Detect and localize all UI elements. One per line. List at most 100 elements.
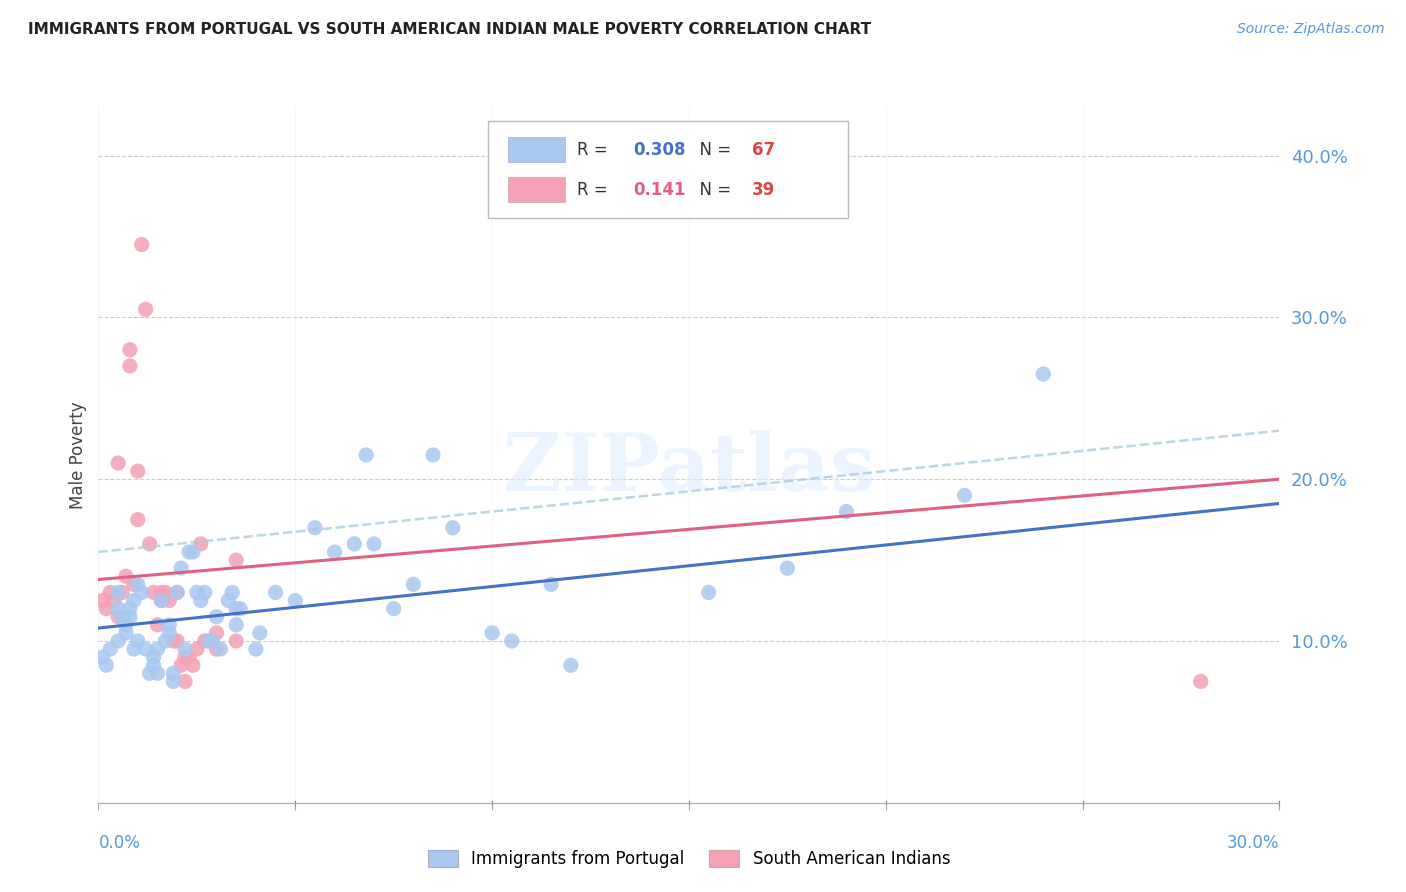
Point (107, 585, 129, 599)
Point (835, 504, 858, 518)
Point (177, 545, 200, 559)
Point (181, 658, 204, 673)
Point (98, 585, 121, 599)
Point (197, 634, 219, 648)
Point (127, 577, 149, 591)
Point (166, 585, 188, 599)
Point (174, 674, 197, 689)
Point (111, 609, 134, 624)
Point (190, 593, 212, 607)
Point (225, 553, 247, 567)
Point (174, 642, 197, 657)
Legend: Immigrants from Portugal, South American Indians: Immigrants from Portugal, South American… (420, 843, 957, 874)
Point (229, 601, 252, 615)
Text: 0.141: 0.141 (634, 180, 686, 199)
Point (225, 617, 247, 632)
Point (343, 537, 366, 551)
Point (441, 521, 464, 535)
Point (157, 617, 180, 632)
Point (190, 537, 212, 551)
Point (1189, 674, 1212, 689)
Point (157, 626, 180, 640)
Point (111, 585, 134, 599)
Point (115, 626, 138, 640)
Point (174, 650, 197, 665)
Point (142, 650, 165, 665)
Point (107, 601, 129, 615)
Text: R =: R = (576, 180, 613, 199)
Point (122, 593, 145, 607)
Point (194, 634, 217, 648)
Point (155, 585, 177, 599)
Point (170, 561, 193, 575)
Point (150, 585, 173, 599)
Text: Source: ZipAtlas.com: Source: ZipAtlas.com (1237, 22, 1385, 37)
Point (540, 577, 562, 591)
Point (1032, 367, 1054, 381)
Point (135, 302, 157, 317)
Point (107, 456, 129, 470)
Point (150, 593, 173, 607)
Point (166, 634, 188, 648)
Point (225, 601, 247, 615)
Point (225, 634, 247, 648)
Point (221, 585, 243, 599)
Point (146, 642, 169, 657)
Text: N =: N = (689, 180, 737, 199)
Point (118, 609, 141, 624)
Point (127, 513, 149, 527)
Point (118, 359, 141, 373)
Point (205, 642, 228, 657)
Text: 30.0%: 30.0% (1227, 834, 1279, 852)
Point (115, 617, 138, 632)
Point (138, 666, 160, 681)
Point (323, 545, 346, 559)
Point (481, 626, 503, 640)
Text: IMMIGRANTS FROM PORTUGAL VS SOUTH AMERICAN INDIAN MALE POVERTY CORRELATION CHART: IMMIGRANTS FROM PORTUGAL VS SOUTH AMERIC… (28, 22, 872, 37)
Point (162, 674, 184, 689)
Point (157, 593, 180, 607)
Point (245, 642, 267, 657)
Point (118, 343, 141, 357)
Point (166, 585, 188, 599)
Point (186, 585, 208, 599)
Point (201, 634, 224, 648)
Point (142, 585, 165, 599)
Point (170, 658, 193, 673)
Point (209, 642, 232, 657)
Bar (508, 177, 565, 202)
Point (91, 650, 114, 665)
Point (135, 642, 157, 657)
FancyBboxPatch shape (488, 121, 848, 219)
Point (107, 634, 129, 648)
Point (354, 448, 377, 462)
Point (697, 585, 720, 599)
Point (91, 593, 114, 607)
Point (162, 634, 184, 648)
Point (422, 448, 444, 462)
Point (205, 609, 228, 624)
Point (107, 609, 129, 624)
Point (150, 593, 173, 607)
Point (146, 617, 169, 632)
Point (304, 521, 326, 535)
Text: 67: 67 (752, 141, 775, 159)
Point (186, 642, 208, 657)
Point (96, 658, 118, 673)
Point (382, 601, 405, 615)
Point (402, 577, 425, 591)
Point (138, 537, 160, 551)
Point (155, 634, 177, 648)
Text: N =: N = (689, 141, 737, 159)
Text: ZIPatlas: ZIPatlas (503, 430, 875, 508)
Point (142, 658, 165, 673)
Point (181, 545, 204, 559)
Point (103, 593, 125, 607)
Point (776, 561, 799, 575)
Point (122, 577, 145, 591)
Point (249, 626, 271, 640)
Text: 39: 39 (752, 180, 775, 199)
Point (953, 488, 976, 502)
Point (217, 593, 239, 607)
Point (205, 626, 228, 640)
